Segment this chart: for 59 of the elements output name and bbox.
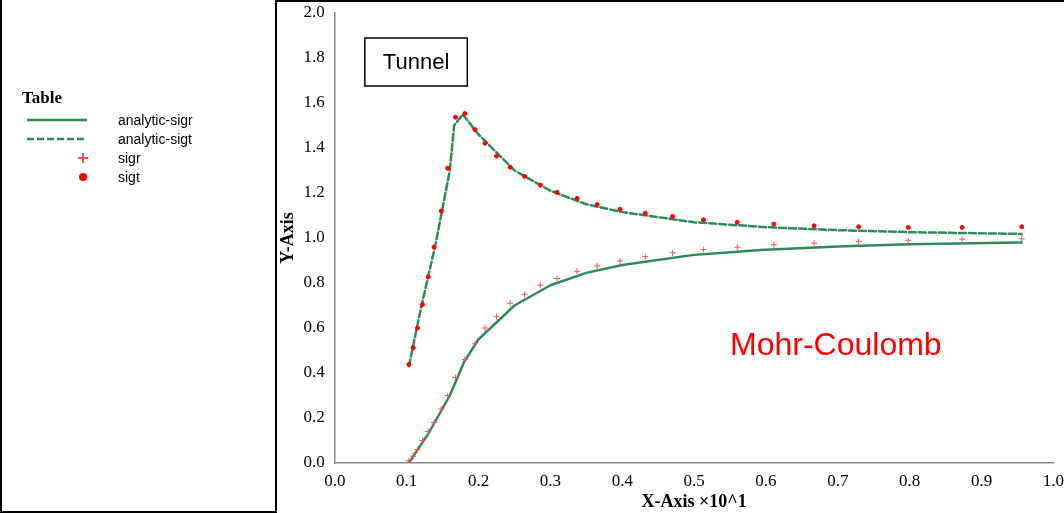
point xyxy=(1018,235,1026,243)
point xyxy=(430,419,438,426)
point xyxy=(904,236,912,244)
legend-label: analytic-sigt xyxy=(118,130,192,147)
x-tick-label: 0.8 xyxy=(899,470,921,490)
y-tick-label: 0.6 xyxy=(303,317,325,337)
x-tick-label: 0.1 xyxy=(396,470,418,490)
x-tick-label: 0.4 xyxy=(611,470,634,490)
point xyxy=(810,239,818,247)
point xyxy=(733,243,741,251)
x-tick-label: 1.0 xyxy=(1042,470,1064,490)
point xyxy=(641,252,649,260)
point xyxy=(669,249,677,257)
point xyxy=(481,324,489,332)
y-tick-label: 2.0 xyxy=(303,2,325,22)
point xyxy=(452,374,460,381)
x-tick-label: 0.6 xyxy=(755,470,777,490)
annotation: Mohr-Coulomb xyxy=(730,325,942,362)
y-tick-label: 1.4 xyxy=(303,137,326,157)
x-tick-label: 0.9 xyxy=(970,470,993,490)
y-axis-title: Y-Axis xyxy=(277,212,298,264)
point xyxy=(461,356,469,363)
point xyxy=(553,275,561,282)
legend-title: Table xyxy=(22,88,63,108)
x-axis-title: X-Axis ×10^1 xyxy=(641,490,747,511)
x-tick-label: 0.2 xyxy=(467,470,490,490)
legend-label: sigt xyxy=(118,168,140,185)
point xyxy=(405,457,413,463)
point xyxy=(521,290,529,298)
point xyxy=(506,299,514,307)
point xyxy=(616,257,624,265)
x-tick-label: 0.3 xyxy=(539,470,562,490)
x-tick-label: 0.5 xyxy=(683,470,705,490)
legend-label: analytic-sigr xyxy=(118,111,193,128)
annotation: Tunnel xyxy=(382,49,450,75)
point xyxy=(770,241,778,249)
x-tick-label: 0.0 xyxy=(324,470,346,490)
point xyxy=(699,245,707,253)
y-tick-label: 0.4 xyxy=(303,362,326,382)
point xyxy=(493,313,501,321)
y-tick-label: 0.0 xyxy=(303,452,325,472)
y-tick-label: 1.0 xyxy=(303,227,325,247)
y-tick-label: 0.2 xyxy=(303,407,325,427)
point xyxy=(437,405,445,413)
point xyxy=(409,452,417,460)
x-tick-label: 0.7 xyxy=(827,470,849,490)
point xyxy=(573,267,581,275)
y-tick-label: 1.6 xyxy=(303,92,325,112)
y-tick-label: 1.2 xyxy=(303,182,325,202)
point xyxy=(958,235,966,243)
legend-label: sigr xyxy=(118,149,141,166)
point xyxy=(536,281,544,289)
point xyxy=(424,428,432,435)
point xyxy=(593,262,601,270)
y-tick-label: 0.8 xyxy=(303,272,325,292)
point xyxy=(471,340,479,348)
point xyxy=(444,392,452,399)
y-tick-label: 1.8 xyxy=(303,47,325,67)
point xyxy=(855,238,863,246)
